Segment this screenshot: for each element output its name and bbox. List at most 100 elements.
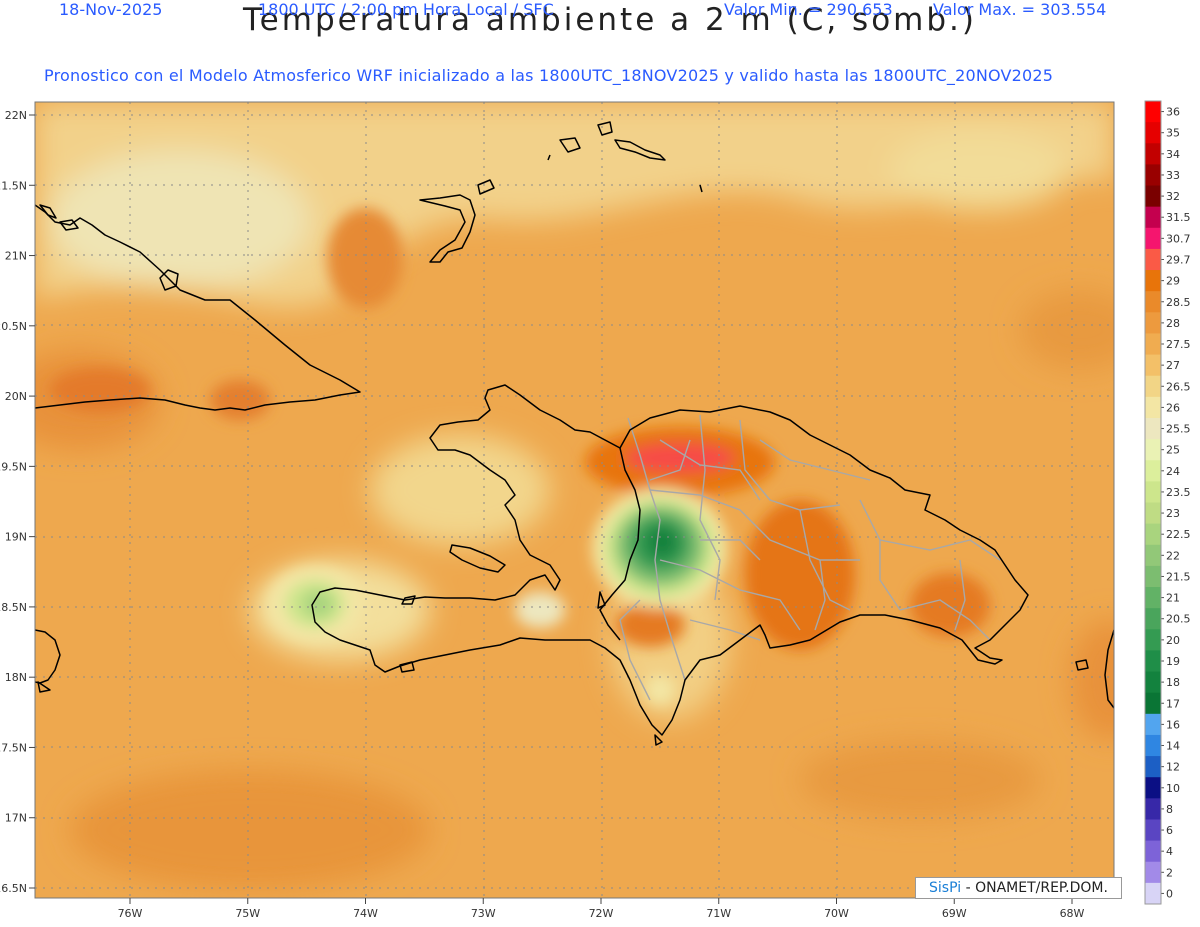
lat-label: 21.5N	[0, 179, 27, 192]
colorbar-label: 25.5	[1166, 423, 1191, 436]
longitude-labels: 76W 75W 74W 73W 72W 71W 70W 69W 68W	[118, 898, 1085, 920]
lat-label: 20.5N	[0, 320, 27, 333]
colorbar-label: 26	[1166, 401, 1180, 414]
colorbar-swatch	[1145, 227, 1161, 250]
colorbar: 363534333231.530.729.72928.52827.52726.5…	[1144, 100, 1191, 905]
colorbar-label: 4	[1166, 845, 1173, 858]
colorbar-swatch	[1145, 439, 1161, 461]
colorbar-label: 31.5	[1166, 211, 1191, 224]
sispi-logo: SisPi	[929, 880, 962, 896]
lat-label: 17N	[5, 812, 27, 825]
colorbar-swatch	[1145, 861, 1161, 884]
colorbar-swatch	[1145, 734, 1161, 757]
colorbar-swatch	[1145, 840, 1161, 863]
province-borders	[619, 414, 1001, 701]
colorbar-label: 10	[1166, 782, 1180, 795]
colorbar-label: 20.5	[1166, 613, 1191, 626]
credit-text: - ONAMET/REP.DOM.	[961, 880, 1108, 896]
colorbar-swatch	[1145, 650, 1161, 673]
temperature-field	[35, 102, 1114, 898]
lat-label: 19N	[5, 531, 27, 544]
colorbar-swatch	[1145, 777, 1161, 799]
credit-box: SisPi - ONAMET/REP.DOM.	[915, 877, 1122, 899]
colorbar-label: 12	[1166, 761, 1180, 774]
forecast-time: 1800 UTC / 2:00 pm Hora Local / SFC	[258, 0, 554, 19]
min-value-label: Valor Min. = 290.653	[724, 0, 893, 19]
colorbar-label: 35	[1166, 127, 1180, 140]
lon-label: 69W	[942, 907, 967, 920]
colorbar-swatch	[1145, 544, 1161, 567]
colorbar-label: 8	[1166, 803, 1173, 816]
colorbar-label: 23.5	[1166, 486, 1191, 499]
colorbar-label: 33	[1166, 169, 1180, 182]
forecast-date: 18-Nov-2025	[59, 0, 163, 19]
colorbar-label: 16	[1166, 718, 1180, 731]
lat-label: 18N	[5, 671, 27, 684]
colorbar-label: 27	[1166, 359, 1180, 372]
colorbar-swatch	[1145, 502, 1161, 525]
latitude-labels: 22N 21.5N 21N 20.5N 20N 19.5N 19N 18.5N 18N 17.5N…	[0, 109, 35, 895]
colorbar-swatch	[1145, 312, 1161, 334]
colorbar-swatch	[1145, 185, 1161, 208]
lat-label: 19.5N	[0, 460, 27, 473]
colorbar-swatch	[1145, 713, 1161, 736]
colorbar-swatch	[1145, 354, 1161, 377]
colorbar-swatch	[1145, 692, 1161, 715]
colorbar-label: 24	[1166, 465, 1180, 478]
colorbar-label: 27.5	[1166, 338, 1191, 351]
lat-label: 21N	[5, 250, 27, 263]
colorbar-swatch	[1145, 101, 1161, 123]
map-title: Temperatura ambiente a 2 m (C, somb.)	[243, 2, 977, 38]
lon-label: 68W	[1060, 907, 1085, 920]
colorbar-swatch	[1145, 291, 1161, 313]
lat-label: 18.5N	[0, 601, 27, 614]
colorbar-swatch	[1145, 206, 1161, 229]
colorbar-label: 22	[1166, 549, 1180, 562]
model-subtitle: Pronostico con el Modelo Atmosferico WRF…	[44, 66, 1054, 85]
lon-label: 76W	[118, 907, 143, 920]
lon-label: 71W	[706, 907, 731, 920]
colorbar-label: 23	[1166, 507, 1180, 520]
colorbar-swatch	[1145, 143, 1161, 165]
colorbar-label: 2	[1166, 866, 1173, 879]
colorbar-swatch	[1145, 460, 1161, 482]
colorbar-swatch	[1145, 396, 1161, 419]
lat-label: 20N	[5, 390, 27, 403]
colorbar-label: 28.5	[1166, 296, 1191, 309]
colorbar-label: 26.5	[1166, 380, 1191, 393]
colorbar-swatch	[1145, 523, 1161, 546]
colorbar-swatch	[1145, 333, 1161, 356]
colorbar-label: 22.5	[1166, 528, 1191, 541]
colorbar-label: 25	[1166, 444, 1180, 457]
colorbar-swatch	[1145, 756, 1161, 778]
colorbar-label: 14	[1166, 740, 1180, 753]
colorbar-label: 21.5	[1166, 570, 1191, 583]
map-frame	[34, 101, 1115, 899]
colorbar-label: 18	[1166, 676, 1180, 689]
colorbar-frame	[1144, 100, 1162, 905]
colorbar-label: 29	[1166, 275, 1180, 288]
colorbar-swatch	[1145, 375, 1161, 398]
colorbar-swatch	[1145, 629, 1161, 651]
colorbar-label: 29.7	[1166, 253, 1191, 266]
colorbar-label: 6	[1166, 824, 1173, 837]
lat-label: 16.5N	[0, 882, 27, 895]
colorbar-swatch	[1145, 122, 1161, 144]
colorbar-swatch	[1145, 565, 1161, 588]
colorbar-swatch	[1145, 270, 1161, 292]
colorbar-label: 0	[1166, 887, 1173, 900]
colorbar-swatch	[1145, 164, 1161, 187]
colorbar-label: 34	[1166, 148, 1180, 161]
colorbar-label: 32	[1166, 190, 1180, 203]
colorbar-label: 20	[1166, 634, 1180, 647]
lon-label: 72W	[589, 907, 614, 920]
colorbar-label: 28	[1166, 317, 1180, 330]
colorbar-swatch	[1145, 417, 1161, 440]
lon-label: 73W	[471, 907, 496, 920]
lon-label: 75W	[235, 907, 260, 920]
colorbar-swatch	[1145, 671, 1161, 694]
lat-label: 22N	[5, 109, 27, 122]
colorbar-swatch	[1145, 248, 1161, 271]
colorbar-swatch	[1145, 798, 1161, 820]
